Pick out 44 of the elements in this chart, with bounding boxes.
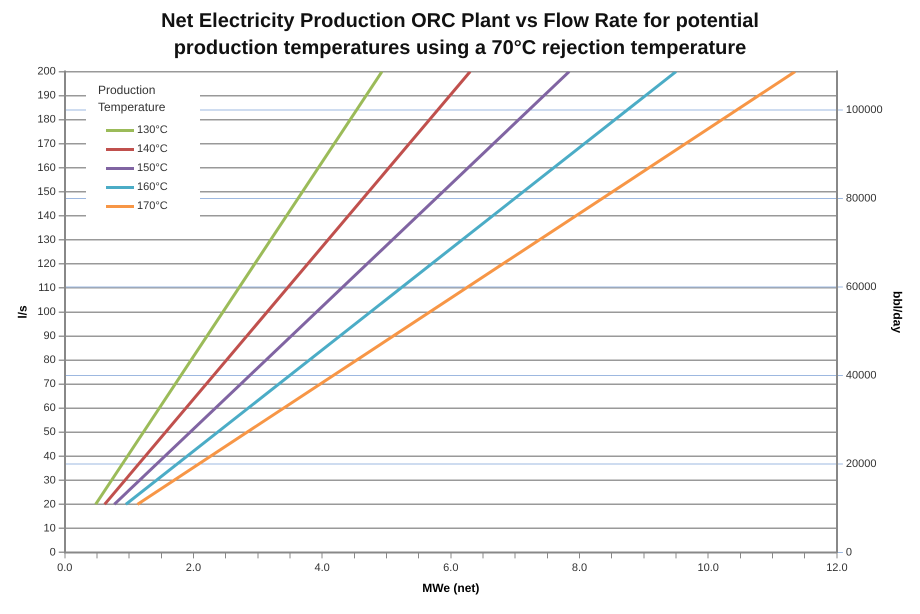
legend-label: 150°C <box>137 162 168 174</box>
x-tick-label: 0.0 <box>57 562 72 574</box>
y-tick-label: 100 <box>37 306 56 318</box>
y-tick-label: 150 <box>37 186 56 198</box>
x-axis-title: MWe (net) <box>422 581 480 596</box>
y-tick-label: 110 <box>38 282 56 294</box>
y-tick-label: 50 <box>44 426 56 438</box>
y2-tick-label: 20000 <box>846 458 876 470</box>
y-tick-label: 130 <box>37 234 56 246</box>
y-tick-label: 10 <box>44 522 56 534</box>
legend-label: 170°C <box>137 200 168 212</box>
y-tick-label: 60 <box>44 402 56 414</box>
y2-axis-title: bbl/day <box>890 290 904 334</box>
y2-tick-label: 0 <box>846 546 852 558</box>
y-tick-label: 40 <box>44 450 56 462</box>
legend-title: Production Temperature <box>98 82 166 116</box>
y-tick-label: 120 <box>37 258 56 270</box>
y-tick-label: 190 <box>37 90 56 102</box>
y-tick-label: 140 <box>37 210 56 222</box>
legend-label: 160°C <box>137 181 168 193</box>
x-tick-label: 6.0 <box>443 562 458 574</box>
y2-tick-label: 100000 <box>846 104 883 116</box>
x-tick-label: 2.0 <box>186 562 202 574</box>
y2-tick-label: 80000 <box>846 192 876 205</box>
x-tick-label: 8.0 <box>572 562 588 574</box>
x-tick-label: 12.0 <box>826 562 848 574</box>
chart-title: Net Electricity Production ORC Plant vs Flow Rate for potential production temperatures using a 70°C rejection temperature <box>160 9 760 61</box>
legend-label: 130°C <box>137 124 168 136</box>
y2-tick-label: 40000 <box>846 369 876 382</box>
y-tick-label: 70 <box>44 378 56 390</box>
legend-label: 140°C <box>137 143 168 155</box>
y-tick-label: 30 <box>44 474 56 486</box>
y2-tick-label: 60000 <box>846 280 876 293</box>
y-tick-label: 90 <box>44 330 56 342</box>
x-tick-label: 10.0 <box>697 562 719 574</box>
y-tick-label: 200 <box>37 66 56 78</box>
y-tick-label: 160 <box>37 162 56 174</box>
y-tick-label: 20 <box>44 498 56 510</box>
y-tick-label: 80 <box>44 354 56 366</box>
y-tick-label: 0 <box>50 546 56 558</box>
y-tick-label: 170 <box>37 138 56 150</box>
x-tick-label: 4.0 <box>314 562 330 574</box>
y-tick-label: 180 <box>37 114 56 126</box>
y-axis-title: l/s <box>16 305 30 319</box>
